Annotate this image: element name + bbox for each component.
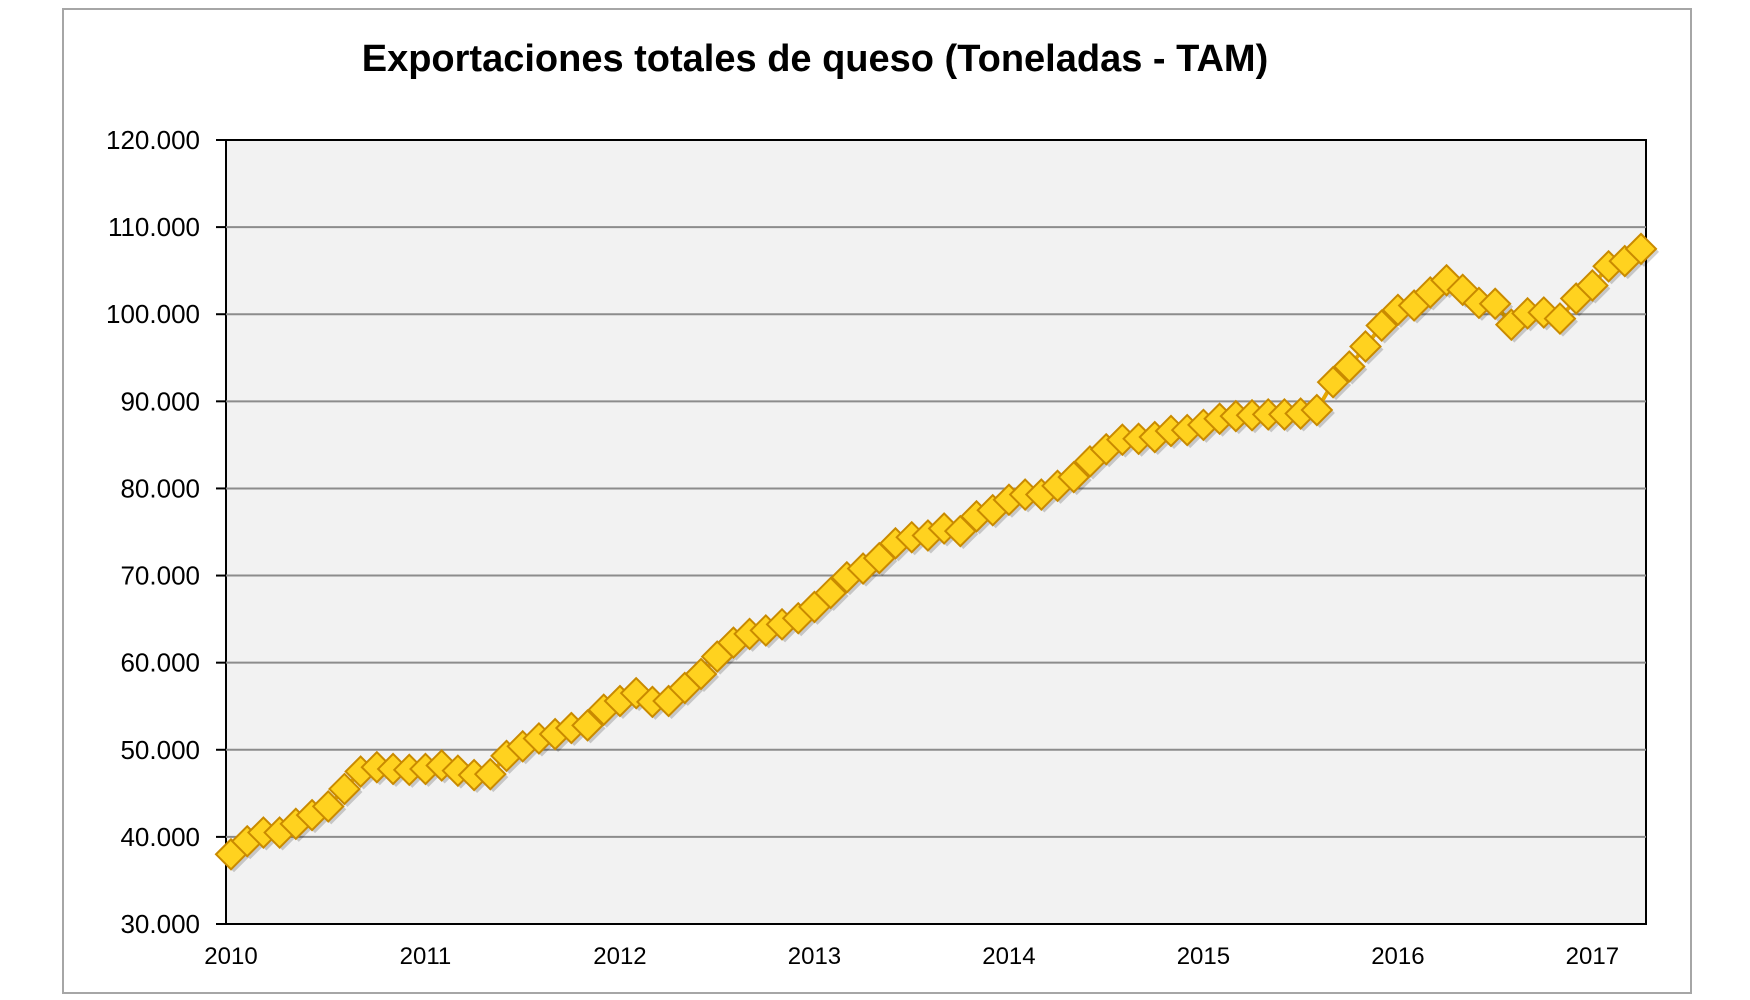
y-axis-ticks: 30.000 40.000 50.000 60.000 70.000 80.000 90.0… bbox=[106, 125, 200, 939]
x-tick-label: 2017 bbox=[1566, 943, 1619, 970]
x-tick-label: 2015 bbox=[1177, 943, 1230, 970]
x-tick-label: 2013 bbox=[788, 943, 841, 970]
axes bbox=[216, 139, 226, 925]
y-tick-label: 100.000 bbox=[106, 299, 200, 329]
data-point bbox=[328, 772, 361, 806]
y-tick-label: 110.000 bbox=[108, 212, 200, 242]
y-tick-label: 60.000 bbox=[120, 648, 200, 678]
y-tick-label: 90.000 bbox=[120, 386, 200, 416]
data-point bbox=[684, 657, 718, 691]
x-tick-label: 2011 bbox=[400, 943, 452, 970]
x-tick-label: 2012 bbox=[593, 943, 646, 970]
y-tick-label: 80.000 bbox=[120, 473, 200, 503]
data-point bbox=[1057, 460, 1091, 494]
x-tick-label: 2014 bbox=[982, 943, 1035, 970]
data-point bbox=[814, 576, 848, 610]
data-point bbox=[1624, 232, 1658, 266]
data-point bbox=[1543, 302, 1577, 335]
series-exportaciones bbox=[214, 232, 1659, 873]
data-point bbox=[571, 708, 604, 742]
x-tick-label: 2016 bbox=[1371, 943, 1424, 970]
data-point bbox=[1478, 287, 1512, 321]
y-tick-label: 70.000 bbox=[120, 561, 200, 591]
data-point bbox=[473, 757, 507, 791]
x-axis-ticks: 2010201120122013201420152016201720182019 bbox=[204, 943, 1619, 970]
data-point bbox=[1575, 269, 1609, 302]
data-point bbox=[311, 789, 345, 823]
data-point bbox=[1365, 309, 1399, 342]
y-tick-label: 30.000 bbox=[120, 909, 200, 939]
y-tick-label: 40.000 bbox=[120, 822, 200, 852]
y-tick-label: 50.000 bbox=[120, 735, 200, 765]
x-tick-label: 2010 bbox=[204, 943, 257, 970]
data-point bbox=[1349, 330, 1382, 363]
data-point bbox=[1332, 350, 1366, 383]
gridlines bbox=[226, 226, 1646, 838]
data-point bbox=[1300, 393, 1334, 427]
data-point bbox=[1316, 365, 1350, 399]
chart-title: Exportaciones totales de queso (Tonelada… bbox=[361, 38, 1269, 80]
y-tick-label: 120.000 bbox=[106, 125, 200, 155]
